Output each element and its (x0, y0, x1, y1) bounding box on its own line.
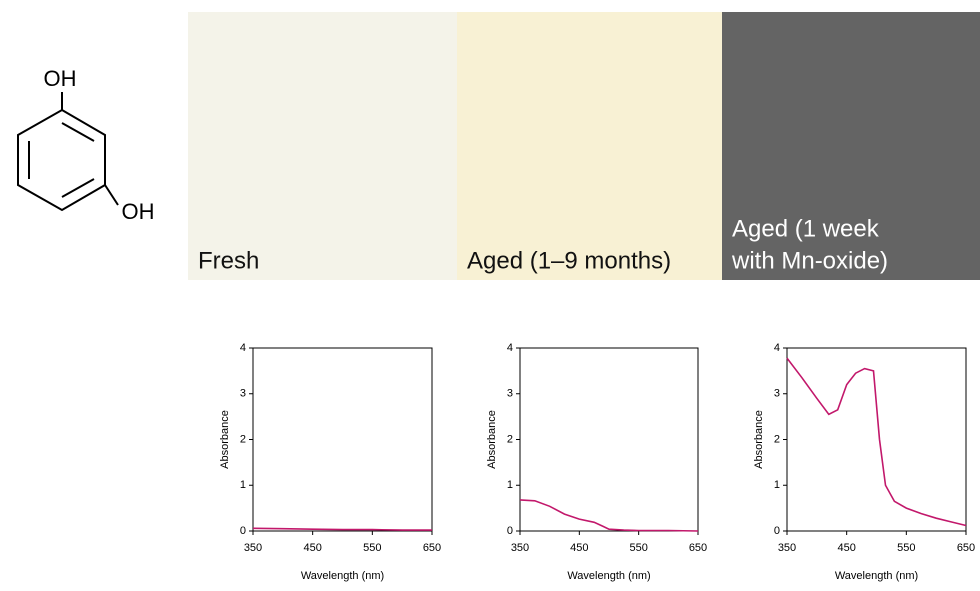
y-tick-label: 1 (774, 479, 780, 491)
spectrum-line (520, 500, 698, 531)
y-tick-label: 2 (774, 433, 780, 445)
y-tick-label: 3 (507, 388, 513, 400)
x-axis-label: Wavelength (nm) (835, 570, 918, 582)
swatch-label: Aged (1–9 months) (467, 247, 671, 274)
y-axis-label: Absorbance (753, 410, 765, 469)
plot-frame (787, 348, 966, 531)
x-axis-label: Wavelength (nm) (567, 570, 650, 582)
x-tick-label: 550 (629, 542, 647, 554)
bond (105, 185, 118, 205)
x-tick-label: 350 (511, 542, 529, 554)
resorcinol-structure (18, 92, 118, 210)
swatch-label: Aged (1 week (732, 215, 880, 242)
y-tick-label: 4 (507, 342, 513, 354)
x-axis-label: Wavelength (nm) (301, 570, 384, 582)
y-tick-label: 0 (507, 525, 513, 537)
oh-label: OH (44, 66, 77, 91)
y-tick-label: 0 (240, 525, 246, 537)
benzene-ring (18, 110, 105, 210)
color-swatch (188, 12, 457, 280)
plot-frame (253, 348, 432, 531)
x-tick-label: 350 (244, 542, 262, 554)
oh-label: OH (122, 199, 155, 224)
swatch-label: with Mn-oxide) (731, 247, 888, 274)
y-axis-label: Absorbance (219, 410, 231, 469)
y-tick-label: 3 (774, 388, 780, 400)
y-tick-label: 2 (240, 433, 246, 445)
spectrum-line (787, 358, 966, 525)
plot-frame (520, 348, 698, 531)
y-tick-label: 1 (240, 479, 246, 491)
y-tick-label: 1 (507, 479, 513, 491)
swatch-label: Fresh (198, 247, 259, 274)
x-tick-label: 450 (303, 542, 321, 554)
y-tick-label: 2 (507, 433, 513, 445)
y-axis-label: Absorbance (486, 410, 498, 469)
color-swatch (457, 12, 722, 280)
y-tick-label: 4 (240, 342, 246, 354)
x-tick-label: 350 (778, 542, 796, 554)
figure: OH OH Fresh Aged (1–9 months) Aged (1 week… (0, 0, 980, 586)
y-tick-label: 4 (774, 342, 780, 354)
spectrum-line (253, 528, 432, 530)
x-tick-label: 650 (957, 542, 975, 554)
x-tick-label: 450 (570, 542, 588, 554)
y-tick-label: 3 (240, 388, 246, 400)
x-tick-label: 650 (423, 542, 441, 554)
x-tick-label: 650 (689, 542, 707, 554)
y-tick-label: 0 (774, 525, 780, 537)
x-tick-label: 550 (363, 542, 381, 554)
x-tick-label: 450 (837, 542, 855, 554)
x-tick-label: 550 (897, 542, 915, 554)
